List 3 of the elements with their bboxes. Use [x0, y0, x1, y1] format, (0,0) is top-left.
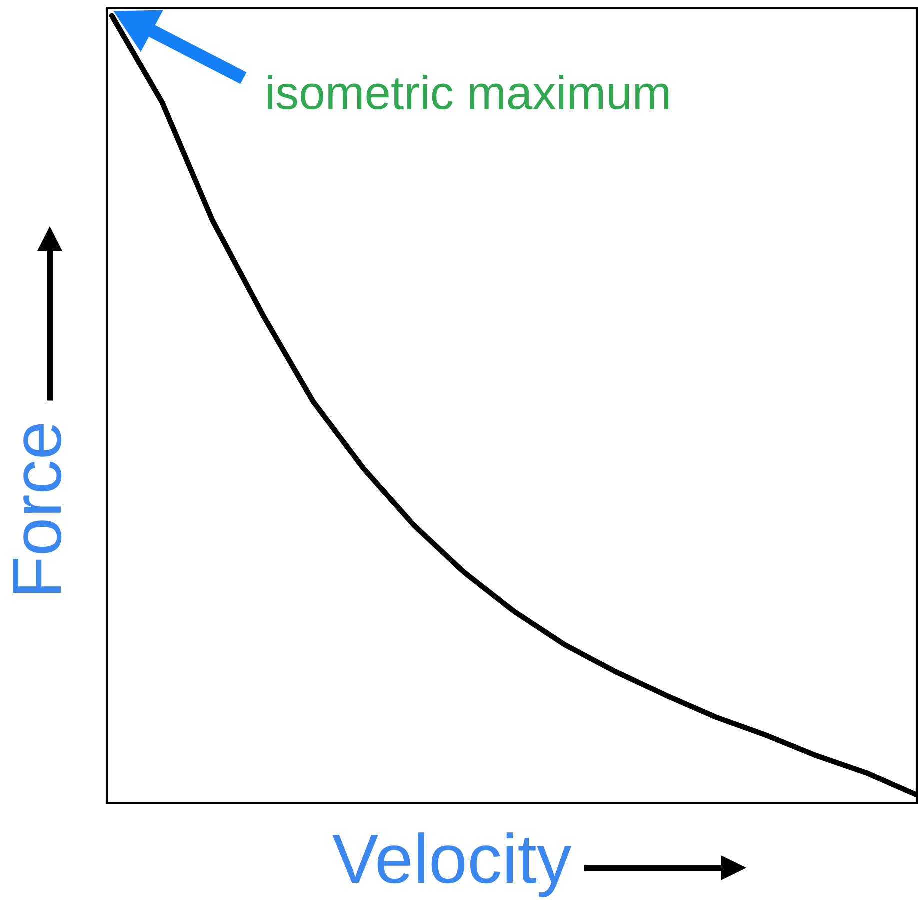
x-axis-title: Velocity — [332, 832, 572, 898]
annotation: isometric maximum — [268, 74, 669, 110]
y-axis-title: Force — [13, 424, 62, 594]
